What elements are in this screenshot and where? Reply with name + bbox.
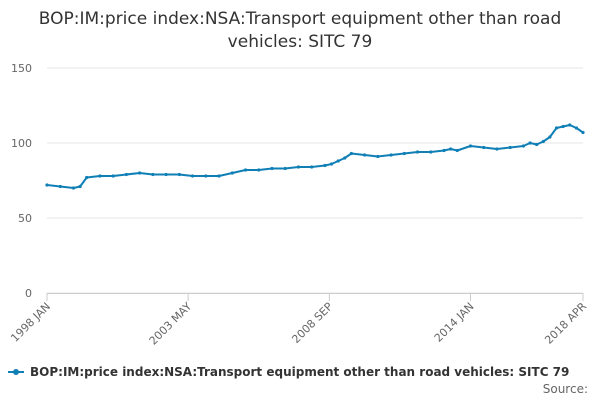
- data-point[interactable]: [535, 142, 539, 147]
- legend-label: BOP:IM:price index:NSA:Transport equipme…: [30, 365, 570, 379]
- data-point[interactable]: [217, 174, 221, 178]
- data-point[interactable]: [177, 172, 181, 177]
- data-point[interactable]: [508, 145, 512, 150]
- data-point[interactable]: [336, 159, 340, 163]
- x-tick-label: 2018 APR: [542, 300, 589, 347]
- chart-title: BOP:IM:price index:NSA:Transport equipme…: [38, 9, 562, 52]
- data-point[interactable]: [561, 124, 565, 129]
- data-point[interactable]: [548, 135, 552, 139]
- x-axis-ticks: 1998 JAN 2003 MAY 2008 SEP 2014 JAN 2018 APR: [8, 293, 589, 348]
- x-tick-label: 2014 JAN: [432, 300, 477, 345]
- data-point[interactable]: [442, 148, 446, 153]
- data-point[interactable]: [468, 144, 473, 148]
- y-axis-ticks: 0 50 100 150: [11, 62, 32, 300]
- data-point[interactable]: [349, 151, 353, 156]
- data-point[interactable]: [521, 144, 526, 148]
- data-point[interactable]: [138, 171, 142, 175]
- data-point[interactable]: [554, 126, 559, 130]
- data-point[interactable]: [343, 156, 347, 160]
- source-label: Source:: [542, 382, 588, 396]
- x-tick-label: 2008 SEP: [289, 300, 335, 346]
- data-point[interactable]: [329, 162, 334, 166]
- data-point[interactable]: [85, 175, 89, 180]
- series-group: [45, 123, 585, 190]
- data-point[interactable]: [164, 172, 168, 177]
- data-point[interactable]: [98, 174, 102, 178]
- y-tick-label: 100: [11, 137, 32, 150]
- x-tick-label: 1998 JAN: [8, 300, 53, 345]
- legend-marker-icon: [8, 367, 24, 377]
- data-point[interactable]: [376, 154, 380, 159]
- data-point[interactable]: [270, 166, 274, 171]
- data-point[interactable]: [528, 141, 532, 145]
- data-point[interactable]: [111, 174, 115, 178]
- data-point[interactable]: [310, 165, 314, 169]
- x-tick-label: 2003 MAY: [147, 300, 195, 348]
- data-point[interactable]: [257, 168, 261, 172]
- y-tick-label: 50: [18, 212, 32, 225]
- data-point[interactable]: [568, 123, 572, 127]
- data-point[interactable]: [402, 151, 406, 156]
- data-point[interactable]: [363, 153, 367, 157]
- data-point[interactable]: [58, 184, 62, 189]
- data-point[interactable]: [429, 150, 433, 154]
- data-point[interactable]: [455, 148, 459, 153]
- data-point[interactable]: [296, 165, 301, 169]
- y-tick-label: 0: [25, 287, 32, 300]
- data-point[interactable]: [581, 130, 585, 135]
- data-point[interactable]: [71, 186, 76, 190]
- grid-lines: [47, 67, 583, 294]
- data-point[interactable]: [495, 147, 499, 151]
- data-point[interactable]: [243, 168, 248, 172]
- data-point[interactable]: [574, 126, 578, 130]
- data-point[interactable]: [415, 150, 420, 154]
- data-point[interactable]: [482, 145, 486, 150]
- data-point[interactable]: [204, 174, 208, 178]
- data-point[interactable]: [45, 183, 49, 187]
- legend-item[interactable]: BOP:IM:price index:NSA:Transport equipme…: [8, 365, 569, 379]
- data-point[interactable]: [190, 174, 195, 178]
- data-point[interactable]: [124, 172, 129, 177]
- series-line: [46, 124, 584, 189]
- y-tick-label: 150: [11, 62, 32, 75]
- data-point[interactable]: [230, 171, 234, 175]
- data-point[interactable]: [449, 147, 453, 151]
- data-point[interactable]: [389, 153, 393, 157]
- data-point[interactable]: [283, 166, 287, 171]
- data-point[interactable]: [151, 172, 155, 177]
- data-point[interactable]: [78, 184, 82, 189]
- data-point[interactable]: [323, 163, 327, 168]
- data-point[interactable]: [541, 139, 545, 144]
